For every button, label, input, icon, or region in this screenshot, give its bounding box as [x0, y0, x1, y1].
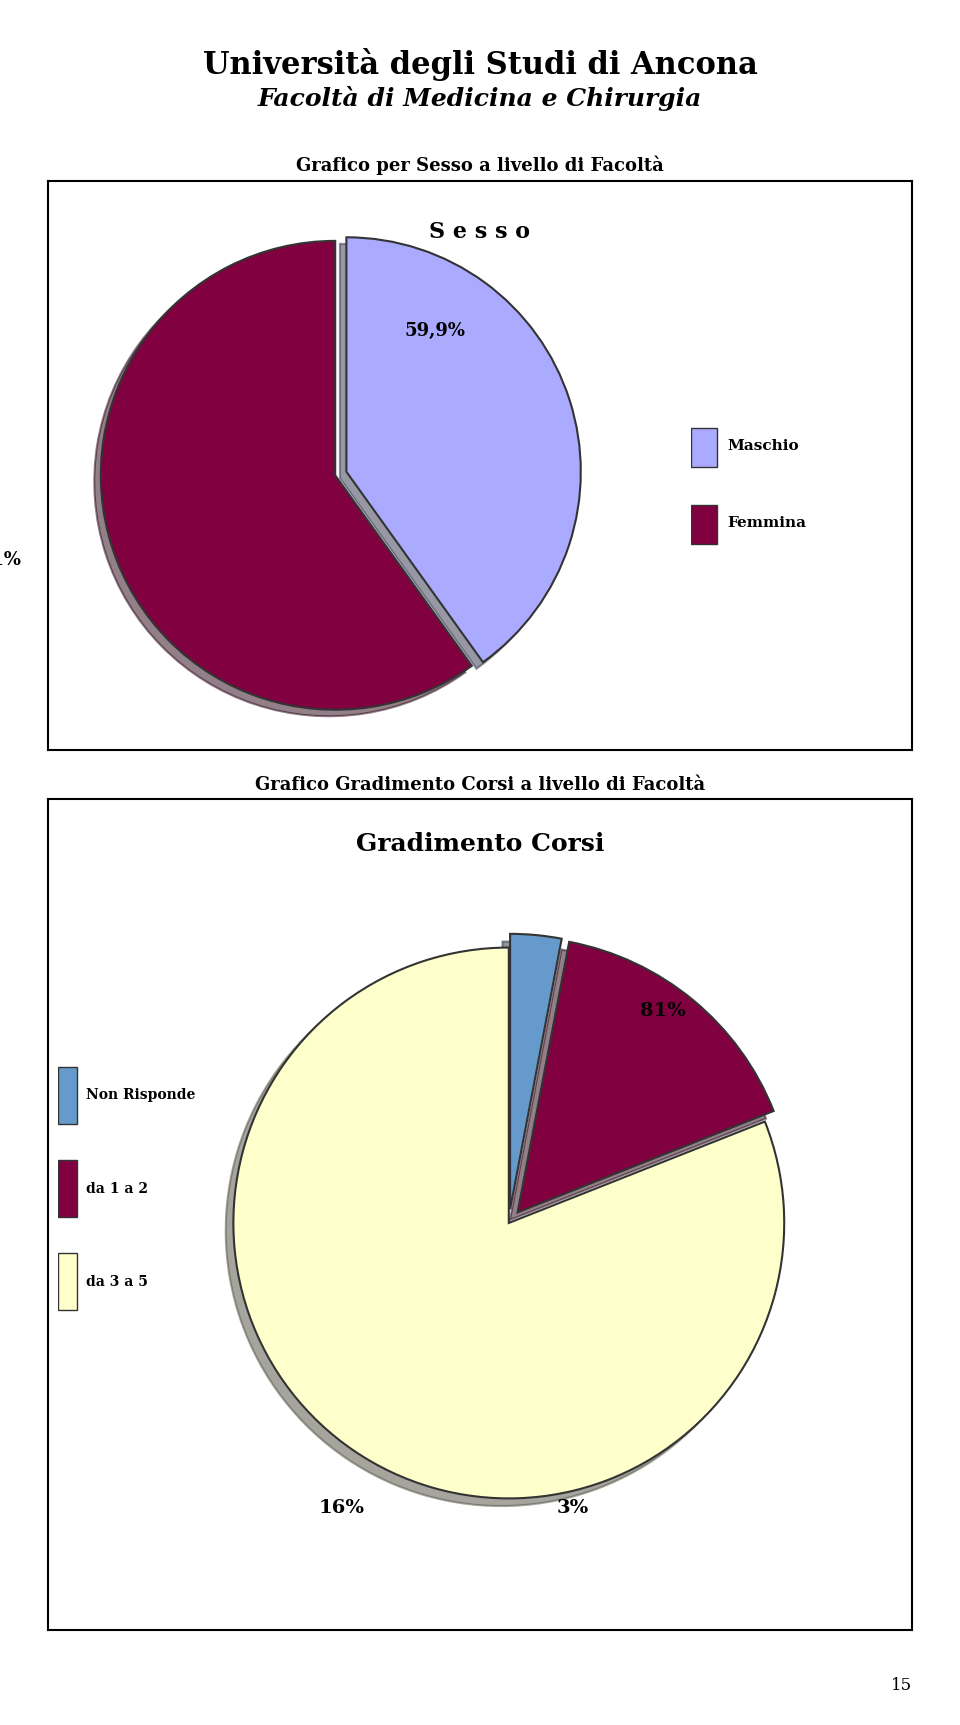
Wedge shape: [517, 942, 774, 1213]
Text: 40,1%: 40,1%: [0, 550, 22, 569]
Wedge shape: [347, 238, 581, 662]
FancyBboxPatch shape: [691, 428, 717, 466]
Text: Gradimento Corsi: Gradimento Corsi: [356, 831, 604, 856]
Text: da 1 a 2: da 1 a 2: [85, 1182, 148, 1195]
Wedge shape: [510, 933, 562, 1209]
Text: Femmina: Femmina: [727, 516, 806, 530]
Text: 59,9%: 59,9%: [404, 323, 466, 340]
Text: Grafico per Sesso a livello di Facoltà: Grafico per Sesso a livello di Facoltà: [296, 155, 664, 174]
Text: Grafico Gradimento Corsi a livello di Facoltà: Grafico Gradimento Corsi a livello di Fa…: [255, 776, 705, 794]
Text: 81%: 81%: [639, 1002, 685, 1019]
Text: 16%: 16%: [319, 1499, 365, 1516]
Wedge shape: [101, 242, 471, 709]
Wedge shape: [233, 947, 784, 1499]
Text: 15: 15: [891, 1677, 912, 1694]
Text: Facoltà di Medicina e Chirurgia: Facoltà di Medicina e Chirurgia: [258, 86, 702, 110]
FancyBboxPatch shape: [58, 1159, 77, 1218]
Text: da 3 a 5: da 3 a 5: [85, 1275, 148, 1289]
Text: 3%: 3%: [557, 1499, 588, 1516]
FancyBboxPatch shape: [58, 1252, 77, 1311]
Text: Università degli Studi di Ancona: Università degli Studi di Ancona: [203, 48, 757, 81]
Text: Non Risponde: Non Risponde: [85, 1088, 195, 1102]
FancyBboxPatch shape: [691, 505, 717, 545]
Text: S e s s o: S e s s o: [429, 221, 531, 243]
FancyBboxPatch shape: [58, 1066, 77, 1125]
Text: Maschio: Maschio: [727, 438, 799, 452]
